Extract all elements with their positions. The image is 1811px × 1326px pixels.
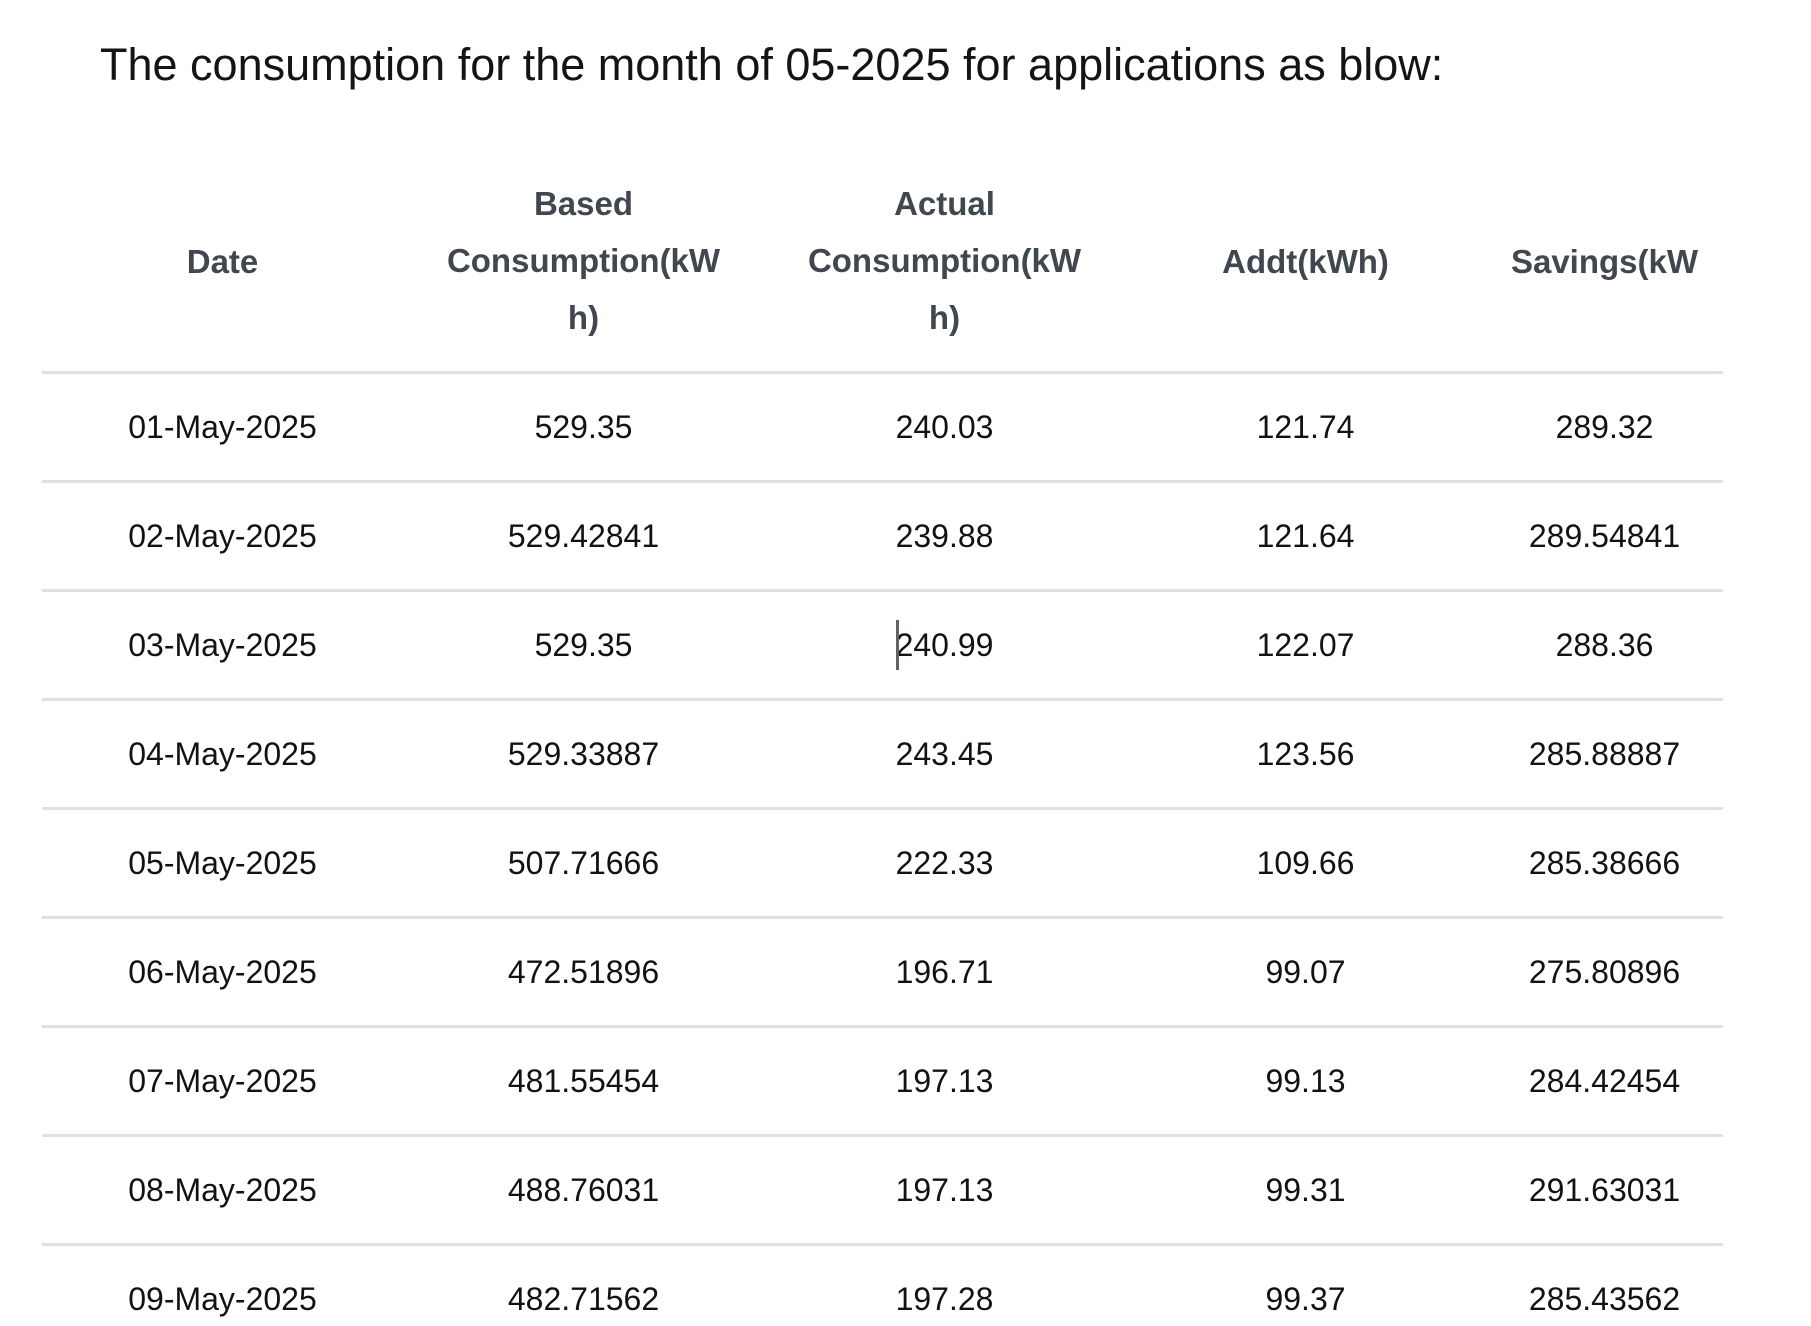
table-cell-actual[interactable]: 240.99 (764, 589, 1125, 700)
table-cell-based[interactable]: 529.33887 (403, 698, 764, 809)
table-cell-date[interactable]: 08-May-2025 (42, 1134, 403, 1245)
table-cell-addt[interactable]: 123.56 (1125, 698, 1486, 809)
table-cell-based[interactable]: 529.35 (403, 371, 764, 482)
table-cell-based[interactable]: 481.55454 (403, 1025, 764, 1136)
table-row: 08-May-2025 488.76031 197.13 99.31 291.63031 (42, 1134, 1723, 1245)
table-row: 02-May-2025 529.42841 239.88 121.64 289.5484… (42, 480, 1723, 591)
column-header-addt: Addt(kWh) (1125, 150, 1486, 374)
table-cell-addt[interactable]: 99.07 (1125, 916, 1486, 1027)
table-cell-actual[interactable]: 196.71 (764, 916, 1125, 1027)
column-header-date-label: Date (186, 243, 259, 281)
table-cell-savings[interactable]: 289.54841 (1486, 480, 1723, 591)
table-cell-actual[interactable]: 197.13 (764, 1025, 1125, 1136)
table-cell-date[interactable]: 09-May-2025 (42, 1243, 403, 1326)
table-header-row: Date Based Consumption(kWh) Actual Consu… (42, 150, 1723, 374)
table-cell-savings[interactable]: 291.63031 (1486, 1134, 1723, 1245)
table-header: Date Based Consumption(kWh) Actual Consu… (42, 150, 1723, 374)
table-cell-date[interactable]: 01-May-2025 (42, 371, 403, 482)
table-cell-savings[interactable]: 284.42454 (1486, 1025, 1723, 1136)
table-cell-based[interactable]: 488.76031 (403, 1134, 764, 1245)
table-cell-based[interactable]: 529.42841 (403, 480, 764, 591)
table-row: 01-May-2025 529.35 240.03 121.74 289.32 (42, 371, 1723, 482)
table-cell-actual[interactable]: 243.45 (764, 698, 1125, 809)
table-row: 06-May-2025 472.51896 196.71 99.07 275.80896 (42, 916, 1723, 1027)
table-cell-date[interactable]: 06-May-2025 (42, 916, 403, 1027)
table-cell-date[interactable]: 04-May-2025 (42, 698, 403, 809)
table-cell-savings[interactable]: 285.88887 (1486, 698, 1723, 809)
table-cell-based[interactable]: 472.51896 (403, 916, 764, 1027)
table-row: 09-May-2025 482.71562 197.28 99.37 285.43562 (42, 1243, 1723, 1326)
table-cell-based[interactable]: 507.71666 (403, 807, 764, 918)
table-cell-actual[interactable]: 197.28 (764, 1243, 1125, 1326)
table-cell-savings[interactable]: 289.32 (1486, 371, 1723, 482)
table-cell-actual[interactable]: 240.03 (764, 371, 1125, 482)
page-title: The consumption for the month of 05-2025… (100, 39, 1444, 90)
column-header-actual-consumption-label: Actual Consumption(kWh) (807, 185, 1082, 336)
column-header-addt-label: Addt(kWh) (1222, 243, 1389, 281)
table-cell-actual[interactable]: 222.33 (764, 807, 1125, 918)
table-cell-addt[interactable]: 121.64 (1125, 480, 1486, 591)
table-row: 04-May-2025 529.33887 243.45 123.56 285.8888… (42, 698, 1723, 809)
table-cell-date[interactable]: 02-May-2025 (42, 480, 403, 591)
table-cell-date[interactable]: 07-May-2025 (42, 1025, 403, 1136)
table-row: 05-May-2025 507.71666 222.33 109.66 285.3866… (42, 807, 1723, 918)
consumption-table: Date Based Consumption(kWh) Actual Consu… (42, 150, 1723, 1326)
table-cell-addt[interactable]: 121.74 (1125, 371, 1486, 482)
table-cell-actual[interactable]: 197.13 (764, 1134, 1125, 1245)
table-cell-based[interactable]: 482.71562 (403, 1243, 764, 1326)
table-row: 03-May-2025 529.35 240.99 122.07 288.36 (42, 589, 1723, 700)
table-cell-addt[interactable]: 99.31 (1125, 1134, 1486, 1245)
table-cell-addt[interactable]: 99.37 (1125, 1243, 1486, 1326)
table-cell-date[interactable]: 05-May-2025 (42, 807, 403, 918)
column-header-based-consumption: Based Consumption(kWh) (403, 150, 764, 374)
table-cell-date[interactable]: 03-May-2025 (42, 589, 403, 700)
table-cell-addt[interactable]: 122.07 (1125, 589, 1486, 700)
table-cell-actual[interactable]: 239.88 (764, 480, 1125, 591)
column-header-actual-consumption: Actual Consumption(kWh) (764, 150, 1125, 374)
column-header-savings-label: Savings(kW (1510, 243, 1699, 281)
table-cell-based[interactable]: 529.35 (403, 589, 764, 700)
table-cell-savings[interactable]: 285.43562 (1486, 1243, 1723, 1326)
column-header-savings: Savings(kW (1486, 150, 1723, 374)
text-cursor (895, 620, 899, 670)
report-page: The consumption for the month of 05-2025… (0, 38, 1811, 1326)
table-cell-savings[interactable]: 288.36 (1486, 589, 1723, 700)
table-cell-addt[interactable]: 99.13 (1125, 1025, 1486, 1136)
table-row: 07-May-2025 481.55454 197.13 99.13 284.42454 (42, 1025, 1723, 1136)
table-cell-addt[interactable]: 109.66 (1125, 807, 1486, 918)
table-cell-savings[interactable]: 275.80896 (1486, 916, 1723, 1027)
table-body: 01-May-2025 529.35 240.03 121.74 289.32 02-Ma… (42, 371, 1723, 1326)
column-header-date: Date (42, 150, 403, 374)
table-cell-savings[interactable]: 285.38666 (1486, 807, 1723, 918)
column-header-based-consumption-label: Based Consumption(kWh) (446, 185, 721, 336)
